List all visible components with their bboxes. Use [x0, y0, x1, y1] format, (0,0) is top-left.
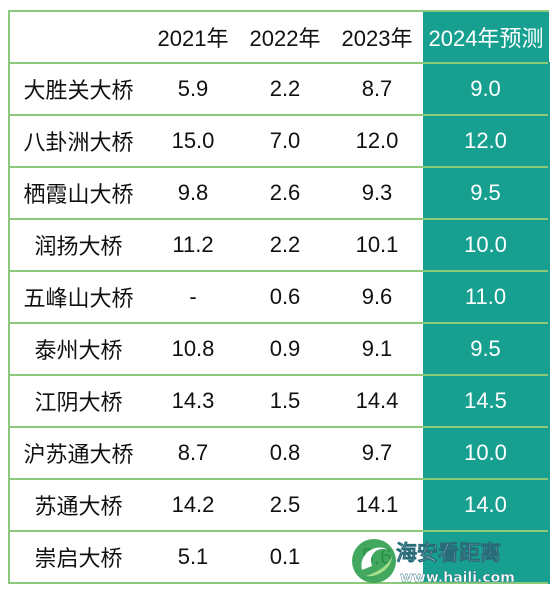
- value-2021: 11.2: [172, 232, 214, 257]
- value-2024-forecast: 10.0: [423, 219, 550, 271]
- value-2024-forecast: 9.5: [423, 167, 550, 219]
- table-row: 大胜关大桥 5.9 2.2 8.7 9.0: [8, 63, 550, 115]
- value-2022: 2.6: [269, 180, 301, 205]
- header-row: 2021年 2022年 2023年 2024年预测: [8, 11, 549, 63]
- value-2021: 15.0: [171, 128, 215, 153]
- header-2022: 2022年: [249, 26, 321, 51]
- value-2024-forecast: 14.5: [423, 375, 550, 427]
- watermark: 海安看距离 www.haili.com: [352, 539, 515, 586]
- value-2023: 9.7: [361, 440, 393, 465]
- bridge-name: 五峰山大桥: [8, 271, 147, 323]
- value-2023: 8.7: [361, 76, 393, 101]
- header-2023: 2023年: [341, 26, 413, 51]
- value-2021: 5.1: [177, 544, 209, 569]
- value-2023: 12.0: [355, 128, 399, 153]
- value-2022: 0.6: [269, 284, 301, 309]
- table-row: 苏通大桥 14.2 2.5 14.1 14.0: [8, 479, 550, 531]
- data-table: 2021年 2022年 2023年 2024年预测 大胜关大桥 5.9 2.2 …: [8, 10, 550, 584]
- value-2024-forecast: 11.0: [423, 271, 550, 323]
- table-row: 沪苏通大桥 8.7 0.8 9.7 10.0: [8, 427, 550, 479]
- value-2022: 7.0: [269, 128, 301, 153]
- value-2023: 14.1: [355, 492, 399, 517]
- value-2024-forecast: 10.0: [423, 427, 550, 479]
- watermark-brand: 海安看距离: [396, 541, 501, 565]
- watermark-url: www.haili.com: [400, 570, 515, 586]
- value-2022: 0.8: [269, 440, 301, 465]
- table-row: 润扬大桥 11.2 2.2 10.1 10.0: [8, 219, 550, 271]
- value-2021: 5.9: [177, 76, 209, 101]
- value-2022: 0.1: [269, 544, 301, 569]
- value-2023: 9.1: [361, 336, 393, 361]
- bridge-name: 栖霞山大桥: [8, 167, 147, 219]
- value-2024-forecast: 9.0: [423, 63, 550, 115]
- header-2021: 2021年: [157, 26, 229, 51]
- value-2021: 10.8: [171, 336, 215, 361]
- value-2023: 10.1: [355, 232, 399, 257]
- header-corner: [8, 11, 147, 63]
- header-2024-forecast: 2024年预测: [423, 11, 549, 63]
- value-2022: 2.2: [269, 232, 301, 257]
- table-row: 栖霞山大桥 9.8 2.6 9.3 9.5: [8, 167, 550, 219]
- value-2023: 14.4: [355, 388, 399, 413]
- table-row: 泰州大桥 10.8 0.9 9.1 9.5: [8, 323, 550, 375]
- bridge-name: 崇启大桥: [8, 531, 147, 583]
- value-2022: 2.2: [269, 76, 301, 101]
- bridge-name: 润扬大桥: [8, 219, 147, 271]
- table-row: 八卦洲大桥 15.0 7.0 12.0 12.0: [8, 115, 550, 167]
- bridge-name: 苏通大桥: [8, 479, 147, 531]
- value-2021: 14.2: [171, 492, 215, 517]
- value-2021: 14.3: [171, 388, 215, 413]
- value-2024-forecast: 9.5: [423, 323, 550, 375]
- bridge-name: 泰州大桥: [8, 323, 147, 375]
- value-2024-forecast: [423, 531, 550, 583]
- value-2022: 1.5: [269, 388, 301, 413]
- value-2022: 0.9: [269, 336, 301, 361]
- bridge-name: 江阴大桥: [8, 375, 147, 427]
- value-2023: 9.6: [361, 284, 393, 309]
- bridge-name: 沪苏通大桥: [8, 427, 147, 479]
- value-2021: -: [189, 284, 197, 309]
- value-2022: 2.5: [269, 492, 301, 517]
- value-2023: 9.3: [361, 180, 393, 205]
- table-row: 江阴大桥 14.3 1.5 14.4 14.5: [8, 375, 550, 427]
- value-2024-forecast: 12.0: [423, 115, 550, 167]
- value-2021: 9.8: [177, 180, 209, 205]
- value-2021: 8.7: [177, 440, 209, 465]
- bridge-name: 八卦洲大桥: [8, 115, 147, 167]
- bridge-name: 大胜关大桥: [8, 63, 147, 115]
- value-2024-forecast: 14.0: [423, 479, 550, 531]
- green-swirl-logo-icon: [352, 539, 396, 583]
- table-row: 五峰山大桥 - 0.6 9.6 11.0: [8, 271, 550, 323]
